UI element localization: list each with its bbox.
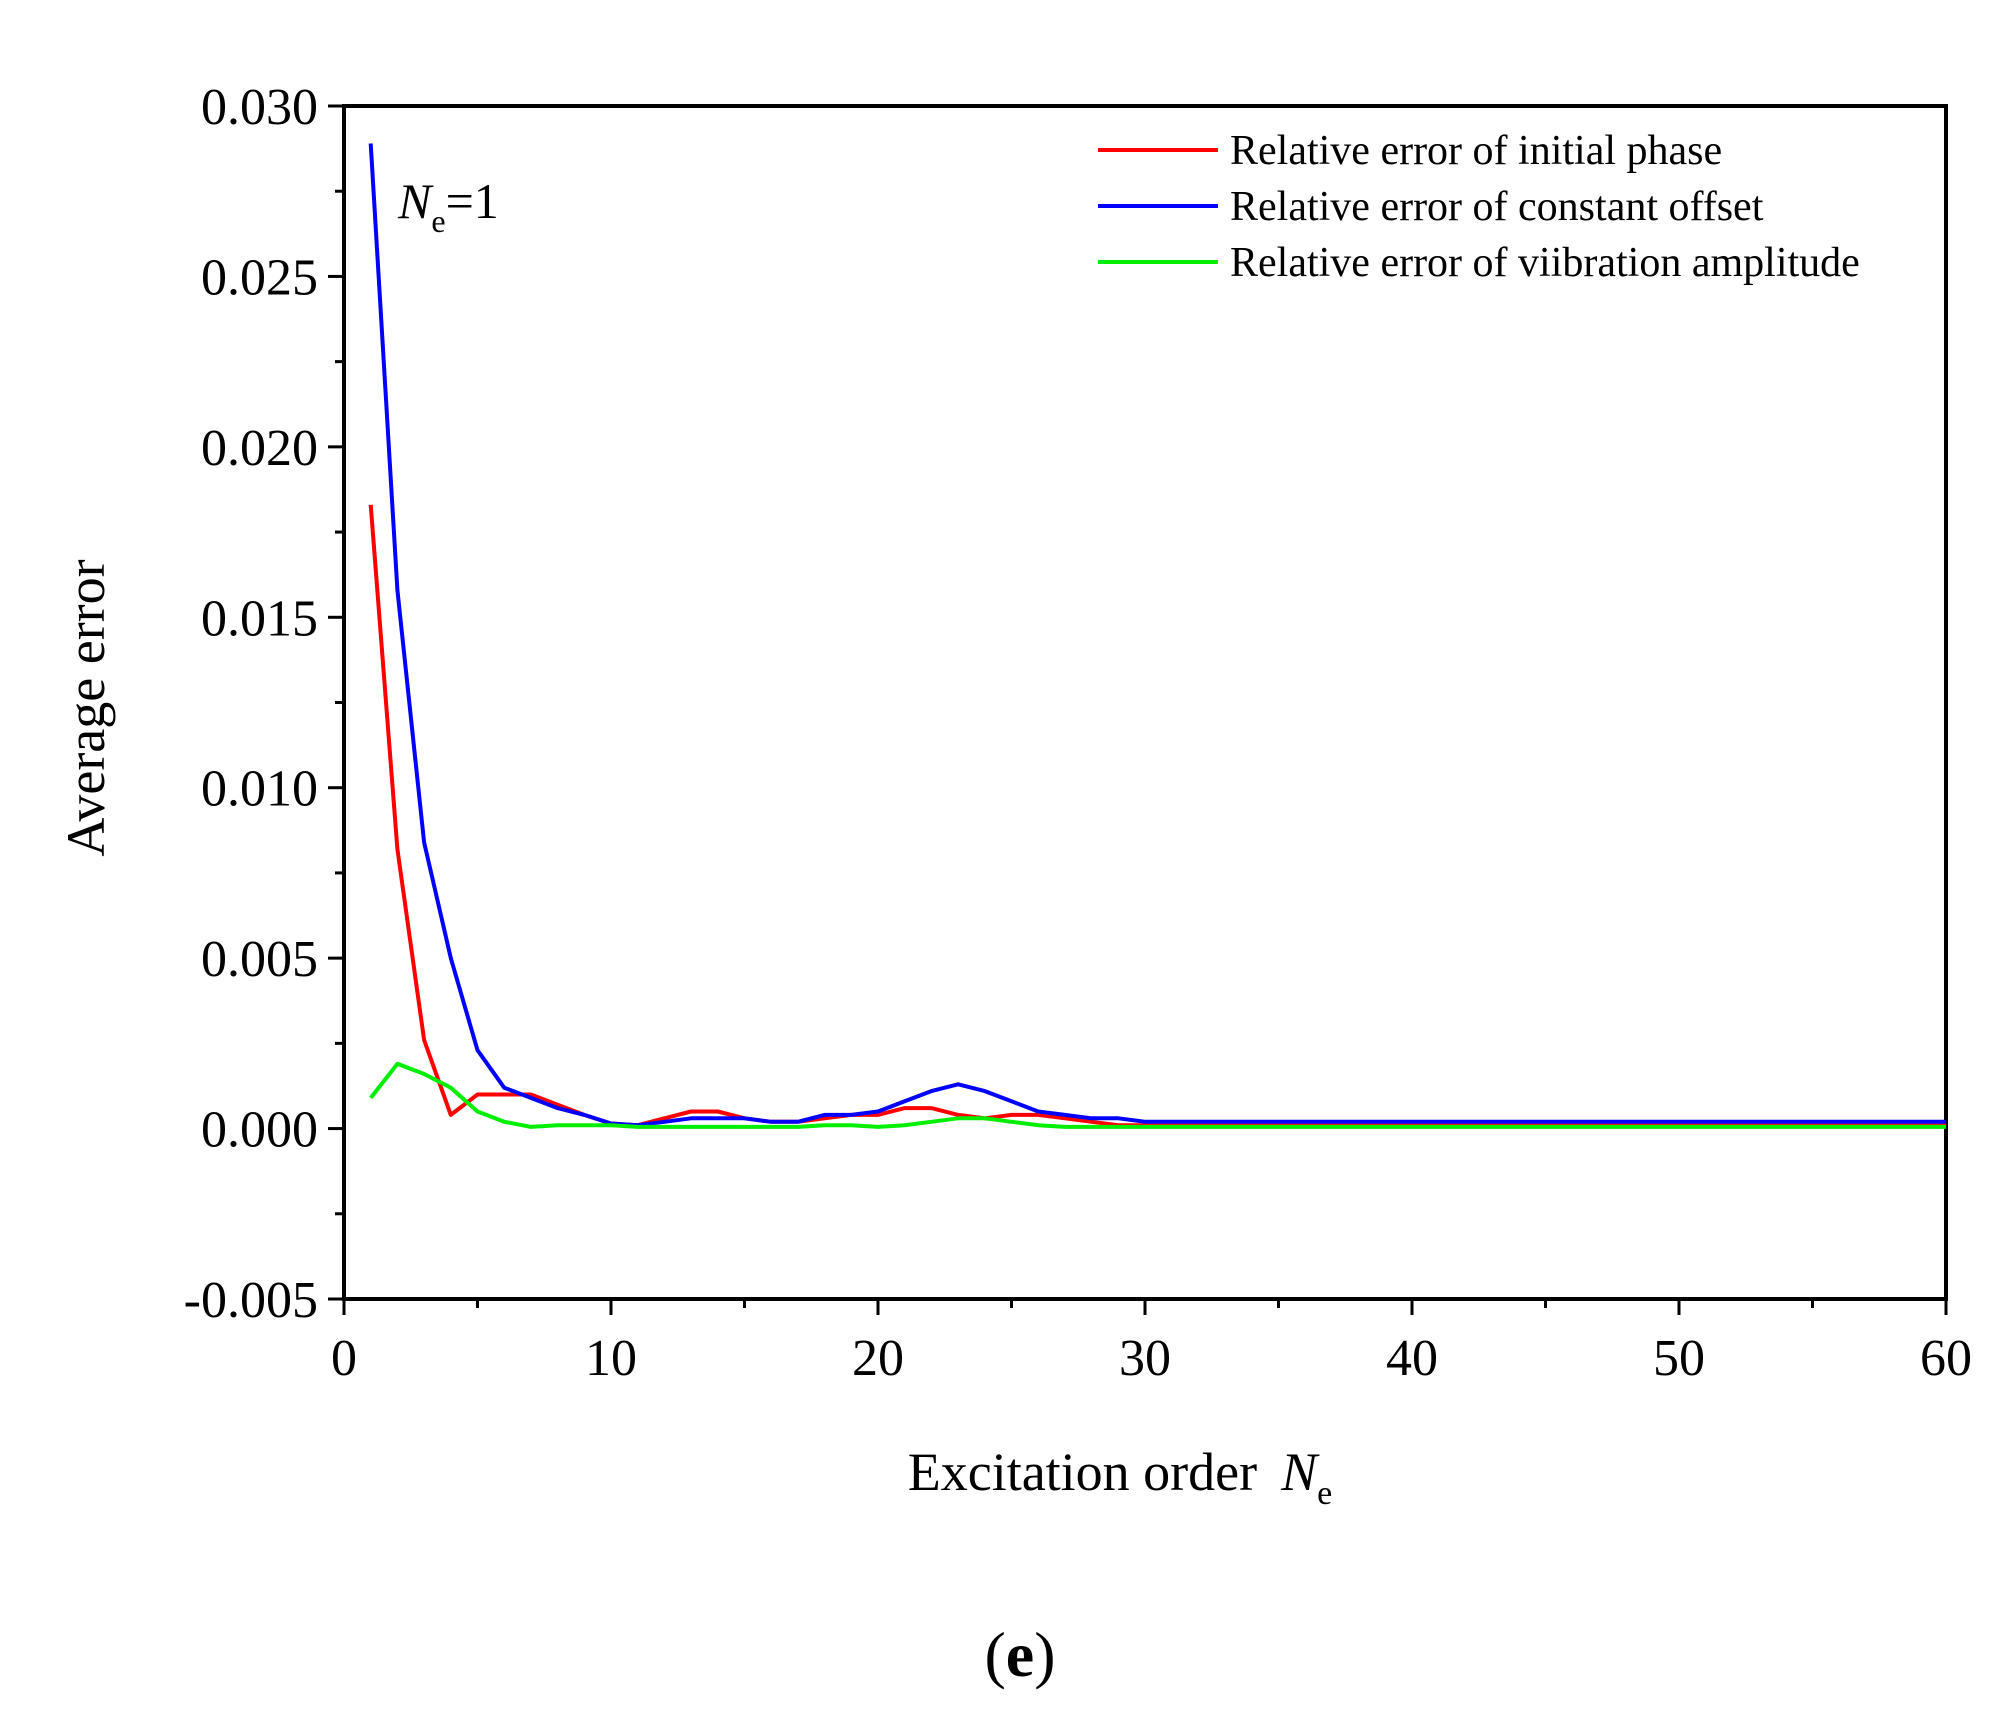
panel-label: (e) (984, 1619, 1055, 1690)
annotation-symbol: N (397, 173, 434, 229)
y-tick-label: 0.010 (201, 761, 318, 818)
panel-label-letter: e (1006, 1619, 1034, 1690)
annotation: Ne=1 (397, 173, 499, 239)
x-tick-label: 50 (1653, 1330, 1705, 1387)
annotation-subscript: e (431, 203, 445, 239)
series-line-3 (369, 1061, 1946, 1129)
series-line-1 (368, 504, 1946, 1128)
axis-ticks: 0 10 20 30 40 50 60 -0.005 0.000 0.005 0.010 0.015 0… (184, 79, 1972, 1387)
x-tick-label: 0 (331, 1330, 357, 1387)
x-tick-label: 30 (1119, 1330, 1171, 1387)
y-tick-label: 0.000 (201, 1102, 318, 1159)
series-layer (368, 143, 1946, 1129)
series-line-2 (368, 143, 1946, 1128)
x-axis-label: Excitation order (908, 1442, 1257, 1502)
panel-label-open: ( (984, 1619, 1005, 1690)
legend-label: Relative error of viibration amplitude (1230, 240, 1860, 286)
x-tick-label: 20 (852, 1330, 904, 1387)
y-tick-label: 0.015 (201, 590, 318, 647)
y-tick-label: 0.020 (201, 420, 318, 477)
x-tick-label: 60 (1920, 1330, 1972, 1387)
annotation-suffix: =1 (446, 173, 499, 229)
legend: Relative error of initial phase Relative … (1098, 128, 1860, 286)
y-tick-label: 0.025 (201, 249, 318, 306)
x-axis-subscript: e (1317, 1475, 1332, 1512)
x-axis-symbol: N (1280, 1442, 1320, 1502)
legend-label: Relative error of constant offset (1230, 184, 1764, 230)
panel-label-close: ) (1034, 1619, 1055, 1690)
y-tick-label: 0.005 (201, 931, 318, 988)
y-tick-label: 0.030 (201, 79, 318, 136)
x-tick-label: 40 (1386, 1330, 1438, 1387)
legend-label: Relative error of initial phase (1230, 128, 1722, 174)
x-tick-label: 10 (585, 1330, 637, 1387)
x-axis-title: Excitation order Ne (908, 1442, 1333, 1512)
y-tick-label: -0.005 (184, 1272, 318, 1329)
y-axis-title: Average error (56, 559, 116, 856)
